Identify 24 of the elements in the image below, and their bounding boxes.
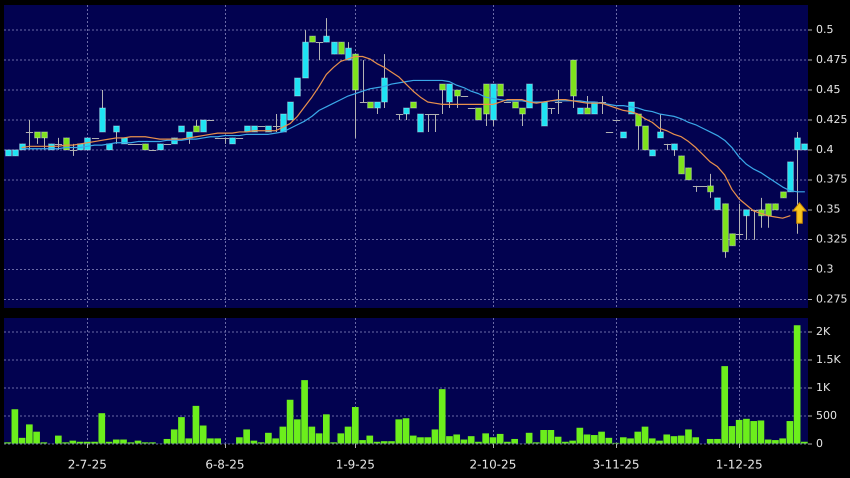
x-tick-label: 2-7-25 bbox=[68, 457, 107, 472]
y-tick-label: 0.475 bbox=[816, 52, 848, 66]
y-tick-label: 1K bbox=[816, 380, 831, 394]
y-tick-label: 0.275 bbox=[816, 292, 848, 306]
y-tick-label: 0.375 bbox=[816, 172, 848, 186]
y-tick-label: 0.325 bbox=[816, 232, 848, 246]
x-tick-label: 6-8-25 bbox=[205, 457, 245, 472]
x-tick-label: 3-11-25 bbox=[592, 457, 640, 472]
candlestick bbox=[657, 113, 664, 138]
candlestick bbox=[113, 125, 120, 144]
y-tick-label: 0.425 bbox=[816, 112, 848, 126]
y-tick-label: 0.4 bbox=[816, 142, 834, 156]
x-tick-label: 1-12-25 bbox=[716, 457, 763, 472]
y-tick-label: 0 bbox=[816, 436, 823, 450]
x-tick-label: 2-10-25 bbox=[469, 457, 516, 472]
y-tick-label: 0.5 bbox=[816, 23, 834, 36]
candlestick bbox=[99, 90, 106, 132]
y-tick-label: 500 bbox=[816, 408, 837, 422]
y-tick-label: 1.5K bbox=[816, 352, 842, 366]
y-tick-label: 2K bbox=[816, 324, 831, 338]
y-tick-label: 0.45 bbox=[816, 82, 840, 96]
x-tick-label: 1-9-25 bbox=[336, 457, 375, 472]
y-tick-label: 0.3 bbox=[816, 262, 834, 276]
y-tick-label: 0.35 bbox=[816, 202, 840, 216]
